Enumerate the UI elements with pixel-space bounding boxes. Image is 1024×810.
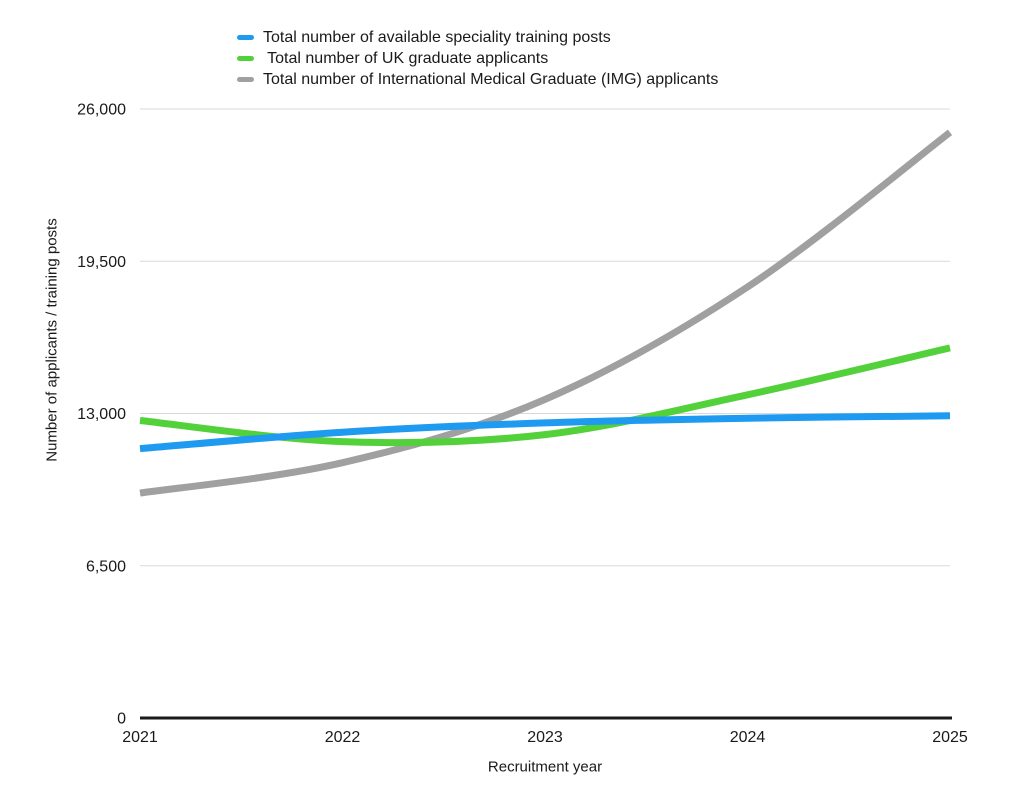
y-tick-label: 26,000	[77, 102, 126, 119]
x-tick-label: 2022	[325, 729, 361, 746]
y-axis-title: Number of applicants / training posts	[43, 218, 61, 462]
series-line-2	[139, 129, 953, 497]
series-line-0	[139, 412, 951, 453]
legend-swatch-training-posts	[237, 35, 254, 40]
legend-item-uk-graduates: Total number of UK graduate applicants	[237, 48, 718, 69]
y-tick-label: 13,000	[77, 406, 126, 423]
x-tick-label: 2025	[932, 729, 968, 746]
x-tick-label: 2024	[730, 729, 766, 746]
series-line-1	[139, 344, 951, 447]
chart-legend: Total number of available speciality tra…	[237, 27, 718, 90]
y-tick-label: 0	[117, 711, 126, 728]
y-tick-label: 19,500	[77, 254, 126, 271]
legend-item-training-posts: Total number of available speciality tra…	[237, 27, 718, 48]
legend-label-training-posts: Total number of available speciality tra…	[263, 29, 611, 46]
legend-swatch-img-applicants	[237, 77, 254, 82]
x-axis-title: Recruitment year	[487, 758, 603, 776]
legend-label-img-applicants: Total number of International Medical Gr…	[263, 71, 719, 88]
x-tick-label: 2023	[527, 729, 563, 746]
y-tick-label: 6,500	[86, 558, 126, 575]
legend-label-uk-graduates: Total number of UK graduate applicants	[263, 50, 549, 67]
legend-item-img-applicants: Total number of International Medical Gr…	[237, 69, 718, 90]
x-tick-label: 2021	[122, 729, 158, 746]
legend-swatch-uk-graduates	[237, 56, 254, 61]
